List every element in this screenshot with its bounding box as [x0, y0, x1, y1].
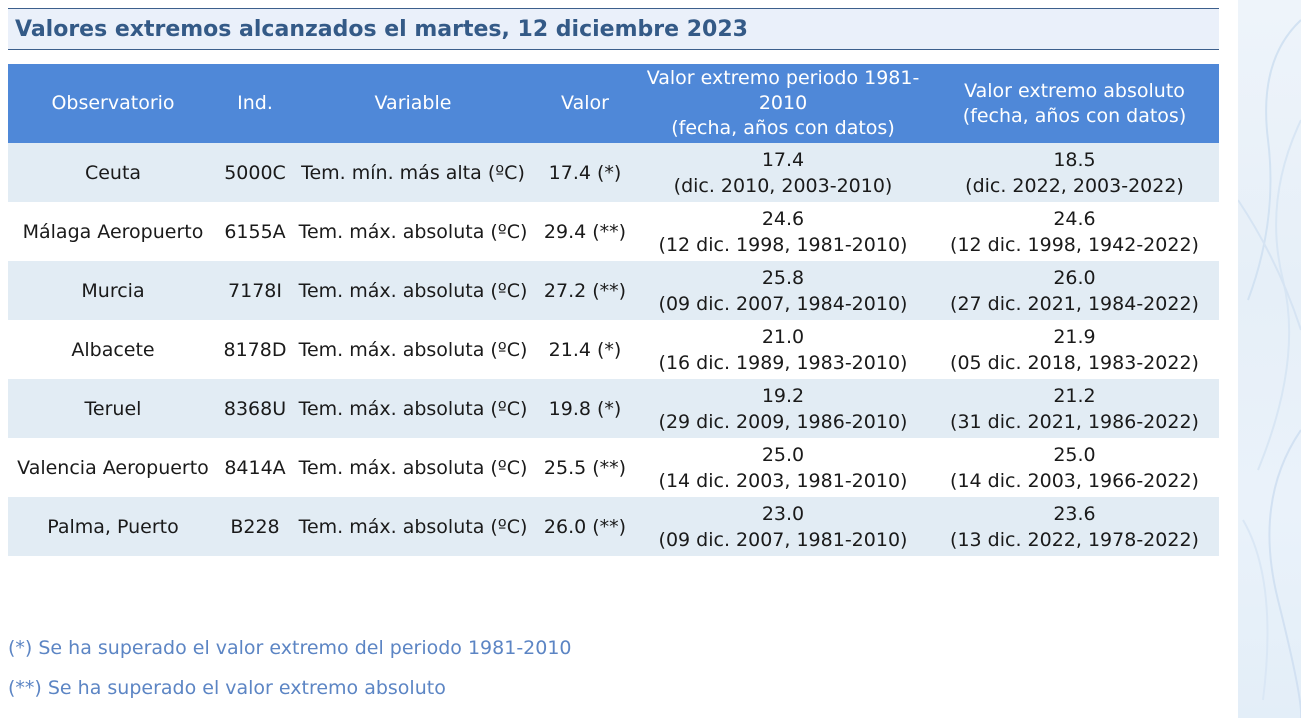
footnote-double-asterisk: (**) Se ha superado el valor extremo abs… — [8, 677, 446, 699]
absoluto-fecha: (12 dic. 1998, 1942-2022) — [950, 233, 1199, 256]
table-row: Teruel 8368U Tem. máx. absoluta (ºC) 19.… — [8, 379, 1219, 438]
header-periodo: Valor extremo periodo 1981-2010 (fecha, … — [636, 64, 930, 143]
cell-absoluto: 26.0 (27 dic. 2021, 1984-2022) — [930, 261, 1219, 320]
header-absoluto-line1: Valor extremo absoluto — [964, 79, 1185, 102]
cell-periodo: 19.2 (29 dic. 2009, 1986-2010) — [636, 379, 930, 438]
absoluto-valor: 26.0 — [1053, 266, 1096, 289]
table-header-row: Observatorio Ind. Variable Valor Valor e… — [8, 64, 1219, 143]
absoluto-valor: 21.2 — [1053, 384, 1096, 407]
header-periodo-line1: Valor extremo periodo 1981-2010 — [646, 67, 920, 114]
table-row: Albacete 8178D Tem. máx. absoluta (ºC) 2… — [8, 320, 1219, 379]
periodo-valor: 25.0 — [761, 443, 805, 466]
cell-observatorio: Málaga Aeropuerto — [8, 202, 218, 261]
cell-observatorio: Teruel — [8, 379, 218, 438]
cell-variable: Tem. mín. más alta (ºC) — [292, 143, 534, 202]
cell-valor: 19.8 (*) — [534, 379, 636, 438]
cell-ind: B228 — [218, 497, 292, 556]
periodo-fecha: (14 dic. 2003, 1981-2010) — [658, 469, 908, 492]
absoluto-fecha: (13 dic. 2022, 1978-2022) — [950, 528, 1199, 551]
absoluto-valor: 21.9 — [1053, 325, 1096, 348]
table-row: Murcia 7178I Tem. máx. absoluta (ºC) 27.… — [8, 261, 1219, 320]
table-row: Ceuta 5000C Tem. mín. más alta (ºC) 17.4… — [8, 143, 1219, 202]
table-row: Palma, Puerto B228 Tem. máx. absoluta (º… — [8, 497, 1219, 556]
page-title: Valores extremos alcanzados el martes, 1… — [15, 17, 748, 42]
periodo-fecha: (16 dic. 1989, 1983-2010) — [658, 351, 908, 374]
cell-ind: 8178D — [218, 320, 292, 379]
periodo-fecha: (09 dic. 2007, 1984-2010) — [658, 292, 908, 315]
cell-variable: Tem. máx. absoluta (ºC) — [292, 320, 534, 379]
cell-observatorio: Valencia Aeropuerto — [8, 438, 218, 497]
table-row: Valencia Aeropuerto 8414A Tem. máx. abso… — [8, 438, 1219, 497]
cell-periodo: 25.8 (09 dic. 2007, 1984-2010) — [636, 261, 930, 320]
header-periodo-line2: (fecha, años con datos) — [671, 117, 895, 139]
footnote-single-asterisk: (*) Se ha superado el valor extremo del … — [8, 637, 572, 659]
cell-valor: 29.4 (**) — [534, 202, 636, 261]
absoluto-fecha: (14 dic. 2003, 1966-2022) — [950, 469, 1199, 492]
periodo-fecha: (dic. 2010, 2003-2010) — [673, 174, 893, 197]
header-ind: Ind. — [218, 64, 292, 143]
cell-ind: 5000C — [218, 143, 292, 202]
absoluto-fecha: (27 dic. 2021, 1984-2022) — [950, 292, 1199, 315]
cell-valor: 27.2 (**) — [534, 261, 636, 320]
header-observatorio: Observatorio — [8, 64, 218, 143]
cell-ind: 7178I — [218, 261, 292, 320]
cell-variable: Tem. máx. absoluta (ºC) — [292, 202, 534, 261]
cell-valor: 26.0 (**) — [534, 497, 636, 556]
cell-periodo: 25.0 (14 dic. 2003, 1981-2010) — [636, 438, 930, 497]
absoluto-valor: 25.0 — [1053, 443, 1096, 466]
absoluto-valor: 24.6 — [1053, 207, 1096, 230]
periodo-valor: 23.0 — [761, 502, 805, 525]
cell-absoluto: 25.0 (14 dic. 2003, 1966-2022) — [930, 438, 1219, 497]
cell-absoluto: 21.2 (31 dic. 2021, 1986-2022) — [930, 379, 1219, 438]
cell-absoluto: 21.9 (05 dic. 2018, 1983-2022) — [930, 320, 1219, 379]
cell-variable: Tem. máx. absoluta (ºC) — [292, 379, 534, 438]
cell-variable: Tem. máx. absoluta (ºC) — [292, 261, 534, 320]
cell-absoluto: 24.6 (12 dic. 1998, 1942-2022) — [930, 202, 1219, 261]
background-decoration — [1238, 0, 1301, 718]
absoluto-fecha: (31 dic. 2021, 1986-2022) — [950, 410, 1199, 433]
cell-observatorio: Palma, Puerto — [8, 497, 218, 556]
periodo-fecha: (09 dic. 2007, 1981-2010) — [658, 528, 908, 551]
periodo-valor: 19.2 — [761, 384, 805, 407]
cell-absoluto: 18.5 (dic. 2022, 2003-2022) — [930, 143, 1219, 202]
cell-ind: 8368U — [218, 379, 292, 438]
cell-variable: Tem. máx. absoluta (ºC) — [292, 438, 534, 497]
header-absoluto-line2: (fecha, años con datos) — [962, 104, 1187, 127]
cell-valor: 21.4 (*) — [534, 320, 636, 379]
header-absoluto: Valor extremo absoluto (fecha, años con … — [930, 64, 1219, 143]
periodo-valor: 24.6 — [761, 207, 805, 230]
periodo-valor: 21.0 — [761, 325, 805, 348]
extremes-table: Observatorio Ind. Variable Valor Valor e… — [8, 64, 1219, 556]
periodo-fecha: (29 dic. 2009, 1986-2010) — [658, 410, 908, 433]
cell-periodo: 21.0 (16 dic. 1989, 1983-2010) — [636, 320, 930, 379]
title-bar: Valores extremos alcanzados el martes, 1… — [8, 8, 1219, 50]
cell-ind: 8414A — [218, 438, 292, 497]
absoluto-fecha: (dic. 2022, 2003-2022) — [965, 174, 1184, 197]
periodo-fecha: (12 dic. 1998, 1981-2010) — [658, 233, 908, 256]
periodo-valor: 25.8 — [761, 266, 805, 289]
cell-periodo: 24.6 (12 dic. 1998, 1981-2010) — [636, 202, 930, 261]
cell-variable: Tem. máx. absoluta (ºC) — [292, 497, 534, 556]
cell-observatorio: Albacete — [8, 320, 218, 379]
decorative-lines-graphic — [1238, 19, 1301, 718]
cell-absoluto: 23.6 (13 dic. 2022, 1978-2022) — [930, 497, 1219, 556]
header-variable: Variable — [292, 64, 534, 143]
cell-observatorio: Murcia — [8, 261, 218, 320]
cell-valor: 17.4 (*) — [534, 143, 636, 202]
table-row: Málaga Aeropuerto 6155A Tem. máx. absolu… — [8, 202, 1219, 261]
cell-periodo: 17.4 (dic. 2010, 2003-2010) — [636, 143, 930, 202]
absoluto-fecha: (05 dic. 2018, 1983-2022) — [950, 351, 1199, 374]
absoluto-valor: 23.6 — [1053, 502, 1096, 525]
absoluto-valor: 18.5 — [1053, 148, 1096, 171]
cell-valor: 25.5 (**) — [534, 438, 636, 497]
periodo-valor: 17.4 — [761, 148, 805, 171]
cell-periodo: 23.0 (09 dic. 2007, 1981-2010) — [636, 497, 930, 556]
header-valor: Valor — [534, 64, 636, 143]
cell-observatorio: Ceuta — [8, 143, 218, 202]
cell-ind: 6155A — [218, 202, 292, 261]
